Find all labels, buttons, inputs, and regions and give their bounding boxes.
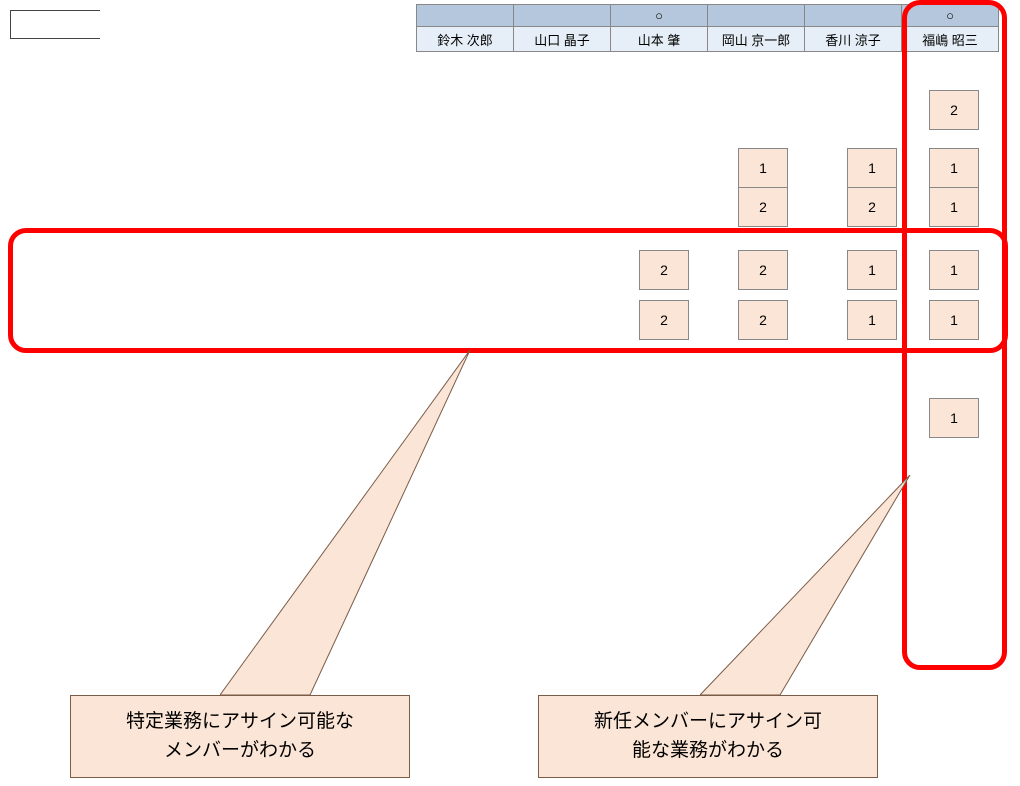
header-name: 山本 肇 bbox=[611, 27, 707, 51]
header-name: 山口 晶子 bbox=[514, 27, 610, 51]
grid-cell: 2 bbox=[639, 300, 689, 340]
header-cell: 山口 晶子 bbox=[513, 4, 611, 52]
header-mark bbox=[514, 5, 610, 27]
header-cell: 香川 涼子 bbox=[804, 4, 902, 52]
header-mark: ○ bbox=[902, 5, 998, 27]
grid-cell: 1 bbox=[847, 250, 897, 290]
callout-pointer-right bbox=[700, 475, 930, 700]
header-mark bbox=[417, 5, 513, 27]
callout-right: 新任メンバーにアサイン可能な業務がわかる bbox=[538, 695, 878, 778]
grid-cell: 2 bbox=[847, 187, 897, 227]
grid-cell: 1 bbox=[929, 187, 979, 227]
header-cell: ○ 山本 肇 bbox=[610, 4, 708, 52]
callout-left-text: 特定業務にアサイン可能なメンバーがわかる bbox=[126, 711, 354, 761]
header-name: 鈴木 次郎 bbox=[417, 27, 513, 51]
callout-right-text: 新任メンバーにアサイン可能な業務がわかる bbox=[594, 711, 822, 761]
grid-cell: 1 bbox=[929, 148, 979, 188]
header-mark bbox=[805, 5, 901, 27]
header-cell: 鈴木 次郎 bbox=[416, 4, 514, 52]
grid-cell: 1 bbox=[847, 300, 897, 340]
header-mark bbox=[708, 5, 804, 27]
grid-cell: 1 bbox=[929, 398, 979, 438]
corner-decoration bbox=[10, 10, 110, 40]
grid-cell: 2 bbox=[639, 250, 689, 290]
grid-cell: 2 bbox=[738, 250, 788, 290]
callout-left: 特定業務にアサイン可能なメンバーがわかる bbox=[70, 695, 410, 778]
header-mark: ○ bbox=[611, 5, 707, 27]
header-name: 岡山 京一郎 bbox=[708, 27, 804, 51]
grid-cell: 1 bbox=[929, 300, 979, 340]
grid-cell: 1 bbox=[738, 148, 788, 188]
header-name: 香川 涼子 bbox=[805, 27, 901, 51]
header-cell: 岡山 京一郎 bbox=[707, 4, 805, 52]
grid-cell: 2 bbox=[738, 300, 788, 340]
header-name: 福嶋 昭三 bbox=[902, 27, 998, 51]
grid-cell: 2 bbox=[738, 187, 788, 227]
grid-cell: 2 bbox=[929, 90, 979, 130]
grid-cell: 1 bbox=[929, 250, 979, 290]
member-header-row: 鈴木 次郎 山口 晶子 ○ 山本 肇 岡山 京一郎 香川 涼子 ○ 福嶋 昭三 bbox=[416, 4, 999, 52]
header-cell: ○ 福嶋 昭三 bbox=[901, 4, 999, 52]
grid-cell: 1 bbox=[847, 148, 897, 188]
callout-pointer-left bbox=[220, 350, 490, 700]
